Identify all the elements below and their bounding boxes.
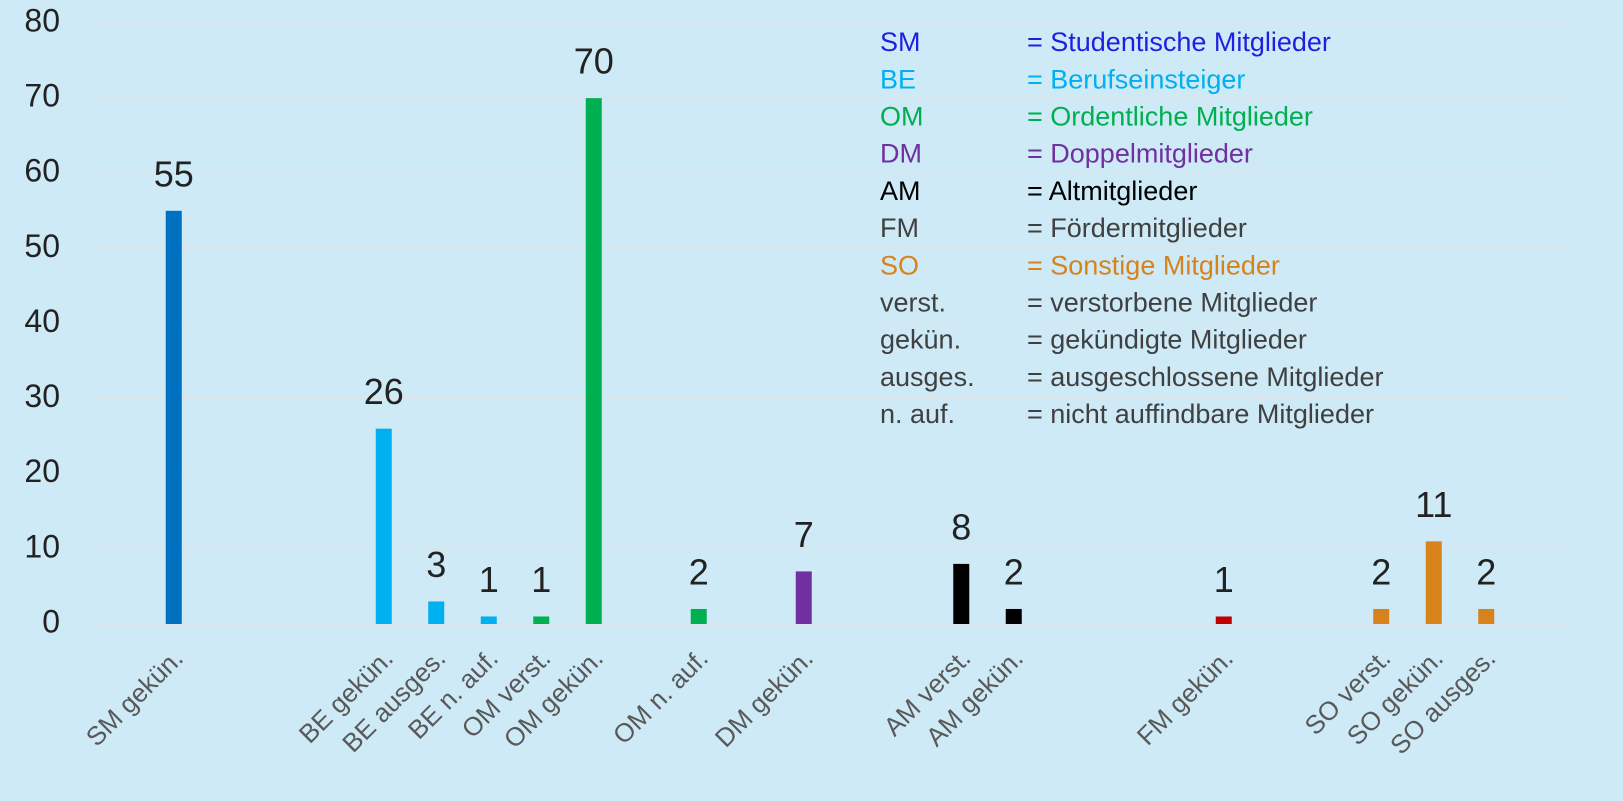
value-label: 2 — [1004, 551, 1024, 592]
y-tick-label: 30 — [24, 378, 60, 414]
legend-abbr: BE — [880, 64, 916, 94]
value-label: 2 — [1371, 551, 1391, 592]
y-tick-label: 80 — [24, 2, 60, 38]
y-tick-label: 0 — [42, 603, 60, 639]
bar — [480, 616, 497, 624]
bar — [1425, 541, 1442, 624]
legend-abbr: FM — [880, 213, 919, 243]
x-tick-label: OM n. auf. — [607, 643, 714, 750]
legend-text: = Ordentliche Mitglieder — [1027, 102, 1313, 132]
legend-abbr: SO — [880, 250, 919, 280]
value-label: 11 — [1415, 484, 1452, 525]
legend-abbr: ausges. — [880, 362, 975, 392]
value-label: 1 — [479, 559, 499, 600]
legend-text: = gekündigte Mitglieder — [1027, 325, 1307, 355]
bar — [690, 608, 707, 624]
bar — [1373, 608, 1390, 624]
legend-text: = ausgeschlossene Mitglieder — [1027, 362, 1383, 392]
value-label: 1 — [531, 559, 551, 600]
value-label: 70 — [574, 41, 614, 82]
legend-abbr: DM — [880, 139, 922, 169]
bar — [165, 210, 182, 624]
y-tick-label: 50 — [24, 228, 60, 264]
legend-text: = Berufseinsteiger — [1027, 64, 1245, 94]
value-label: 3 — [426, 544, 446, 585]
value-label: 7 — [794, 514, 814, 555]
bar — [795, 571, 812, 624]
bar — [533, 616, 550, 624]
bar — [953, 563, 970, 624]
y-tick-label: 20 — [24, 453, 60, 489]
legend-abbr: n. auf. — [880, 399, 955, 429]
legend-abbr: gekün. — [880, 325, 961, 355]
legend-abbr: OM — [880, 102, 924, 132]
y-tick-label: 70 — [24, 78, 60, 114]
bar — [1478, 608, 1495, 624]
bar — [375, 428, 392, 624]
legend-abbr: AM — [880, 176, 921, 206]
value-label: 2 — [1476, 551, 1496, 592]
x-tick-label: SM gekün. — [80, 643, 189, 752]
x-tick-label: DM gekün. — [709, 643, 819, 753]
bar — [1215, 616, 1232, 624]
legend-text: = Doppelmitglieder — [1027, 139, 1253, 169]
legend-text: = Studentische Mitglieder — [1027, 27, 1331, 57]
legend-abbr: verst. — [880, 288, 946, 318]
y-tick-label: 10 — [24, 528, 60, 564]
bar — [1005, 608, 1022, 624]
value-label: 2 — [689, 551, 709, 592]
value-label: 26 — [364, 371, 404, 412]
legend-text: = Sonstige Mitglieder — [1027, 250, 1280, 280]
legend-text: = Altmitglieder — [1027, 176, 1197, 206]
y-tick-label: 60 — [24, 153, 60, 189]
value-label: 1 — [1214, 559, 1234, 600]
value-label: 55 — [154, 153, 194, 194]
legend-text: = Fördermitglieder — [1027, 213, 1247, 243]
value-label: 8 — [951, 506, 971, 547]
bar — [585, 98, 602, 624]
x-tick-label: FM gekün. — [1131, 643, 1239, 751]
bar — [428, 601, 445, 624]
y-tick-label: 40 — [24, 303, 60, 339]
legend-text: = verstorbene Mitglieder — [1027, 288, 1317, 318]
legend-abbr: SM — [880, 27, 921, 57]
legend-text: = nicht auffindbare Mitglieder — [1027, 399, 1374, 429]
